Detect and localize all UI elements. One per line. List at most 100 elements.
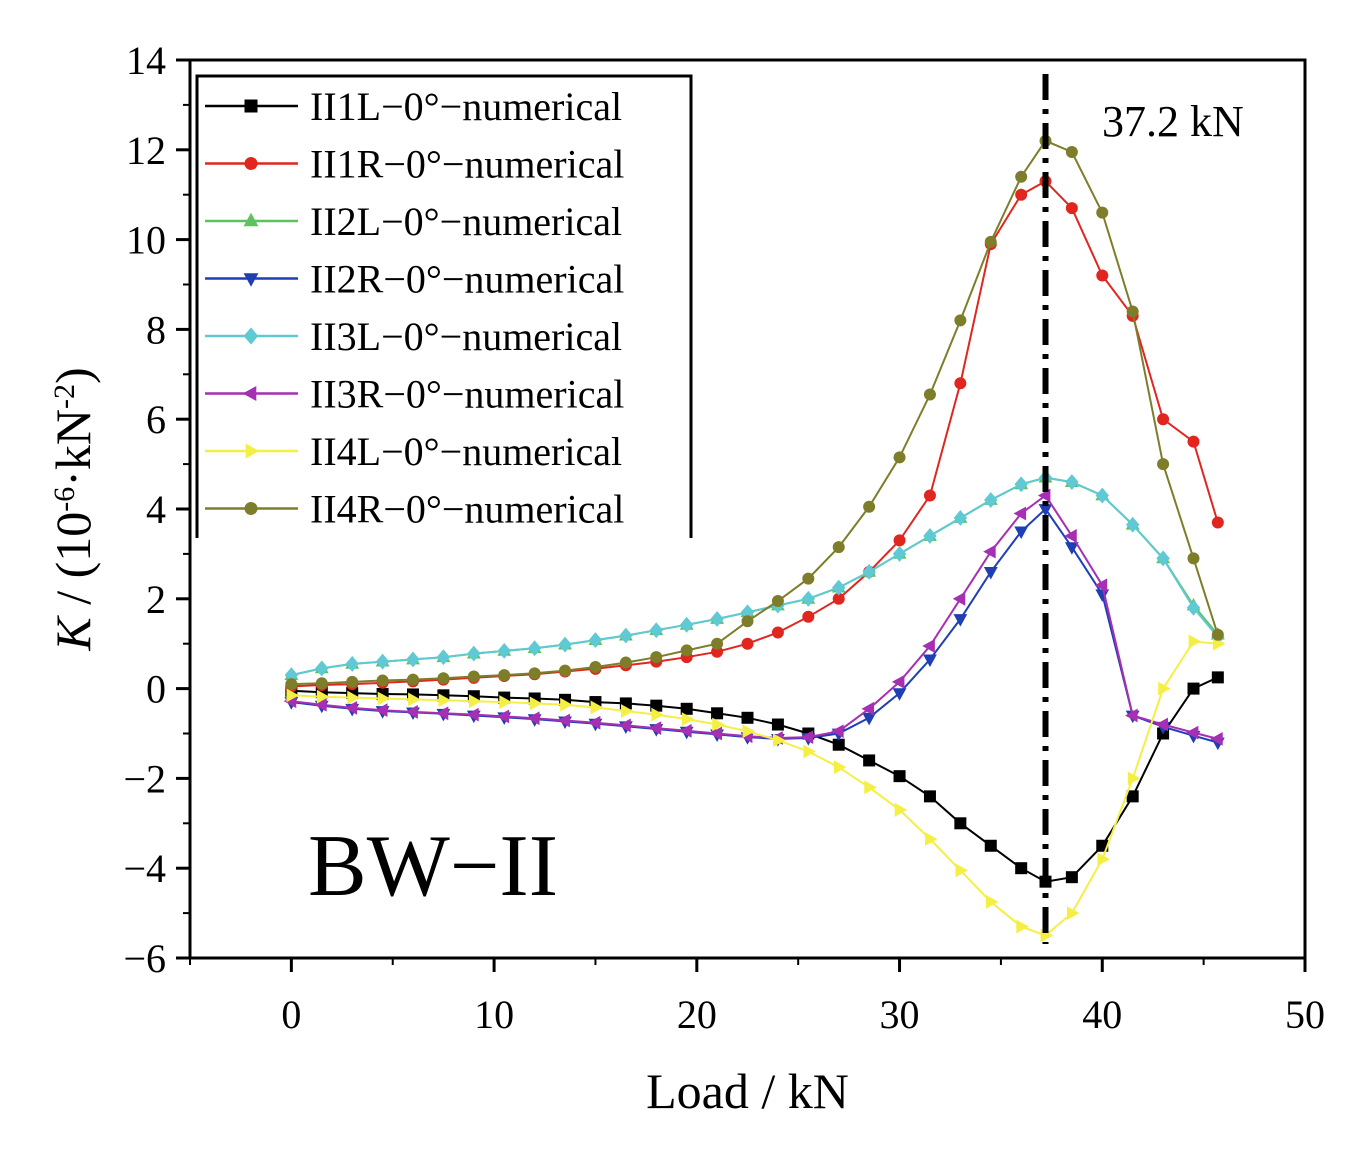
data-point — [711, 707, 724, 720]
y-tick-label: 0 — [146, 667, 166, 712]
data-point — [1014, 526, 1029, 540]
data-point — [1127, 771, 1141, 786]
data-point — [1066, 906, 1080, 920]
data-point — [984, 492, 998, 508]
data-point — [526, 711, 540, 726]
data-point — [1155, 717, 1168, 732]
data-point — [1065, 871, 1078, 884]
data-point — [709, 726, 722, 741]
data-point — [861, 701, 875, 716]
y-tick-label: 14 — [126, 38, 166, 83]
data-point — [925, 832, 938, 846]
data-point — [1157, 458, 1170, 471]
legend-item-7: II4L−0°−numerical — [205, 429, 622, 474]
reference-line-label: 37.2 kN — [1102, 97, 1244, 146]
legend-marker — [244, 99, 258, 113]
data-point — [649, 622, 663, 639]
y-tick-label: −6 — [123, 936, 166, 981]
data-point — [983, 566, 998, 580]
data-point — [679, 723, 692, 738]
data-point — [832, 579, 846, 596]
series-1 — [285, 671, 1224, 888]
data-point — [923, 528, 937, 544]
data-point — [1015, 170, 1028, 183]
data-point — [375, 653, 390, 670]
data-point — [1211, 671, 1224, 684]
legend-label: II4L−0°−numerical — [310, 429, 622, 474]
data-point — [922, 639, 935, 653]
data-point — [1095, 487, 1109, 504]
legend-item-4: II2R−0°−numerical — [205, 257, 624, 302]
data-point — [923, 790, 936, 803]
data-point — [528, 667, 541, 680]
data-point — [955, 863, 969, 878]
series-8 — [285, 134, 1224, 691]
legend-label: II3R−0°−numerical — [310, 372, 624, 417]
data-point — [1065, 474, 1079, 490]
data-point — [467, 645, 481, 662]
data-point — [954, 377, 967, 390]
data-point — [346, 675, 359, 688]
data-point — [952, 591, 966, 606]
y-tick-label: 6 — [146, 397, 166, 442]
data-point — [1156, 550, 1170, 567]
x-tick-label: 20 — [677, 992, 717, 1037]
data-point — [651, 707, 664, 722]
data-point — [1125, 708, 1138, 723]
data-point — [803, 744, 816, 759]
data-point — [1094, 578, 1108, 593]
data-point — [648, 721, 662, 736]
data-point — [587, 715, 601, 730]
legend-marker — [245, 443, 260, 459]
data-point — [405, 705, 418, 719]
data-point — [619, 627, 633, 644]
y-axis-title-symbol: K — [45, 615, 101, 652]
data-point — [680, 702, 693, 715]
data-point — [864, 780, 877, 795]
data-point — [1037, 488, 1051, 503]
legend-item-6: II3R−0°−numerical — [205, 372, 624, 417]
data-point — [466, 707, 479, 722]
data-point — [984, 235, 997, 248]
series-6 — [283, 488, 1223, 746]
data-point — [893, 451, 906, 464]
legend-label: II2L−0°−numerical — [310, 199, 622, 244]
data-point — [800, 730, 814, 744]
legend-item-3: II2L−0°−numerical — [205, 199, 622, 244]
legend-item-5: II3L−0°−numerical — [205, 314, 622, 359]
data-point — [496, 709, 510, 724]
data-point — [802, 610, 815, 623]
data-point — [712, 717, 725, 732]
data-point — [1187, 682, 1200, 695]
data-point — [954, 817, 967, 830]
data-point — [679, 616, 694, 633]
data-point — [406, 651, 420, 668]
data-point — [711, 637, 724, 650]
x-tick-label: 10 — [474, 992, 514, 1037]
data-point — [741, 637, 754, 650]
data-point — [741, 615, 754, 628]
data-point — [436, 649, 451, 666]
data-point — [801, 590, 816, 607]
y-axis-title-text: / (10 — [45, 512, 101, 618]
data-point — [1065, 146, 1078, 159]
data-point — [1158, 681, 1171, 696]
y-axis-title: K / (10-6·kN-2) — [45, 367, 101, 651]
data-point — [742, 724, 756, 739]
data-point — [773, 733, 786, 748]
data-point — [1014, 476, 1028, 493]
axes-layer: 0 10 20 30 40 50 −6 −4 −2 0 2 4 6 8 10 12 14 — [123, 38, 1325, 1037]
data-point — [1016, 919, 1029, 934]
y-tick-label: 12 — [126, 128, 166, 173]
data-point — [681, 712, 695, 727]
legend-marker — [243, 212, 259, 227]
data-point — [771, 718, 784, 731]
y-tick-label: 4 — [146, 487, 166, 532]
x-tick-label: 0 — [281, 992, 301, 1037]
data-point — [892, 688, 907, 701]
data-point — [438, 693, 452, 708]
legend-marker — [244, 157, 258, 170]
data-point — [1015, 188, 1028, 201]
legend-label: II4R−0°−numerical — [310, 487, 624, 532]
data-point — [741, 711, 754, 724]
